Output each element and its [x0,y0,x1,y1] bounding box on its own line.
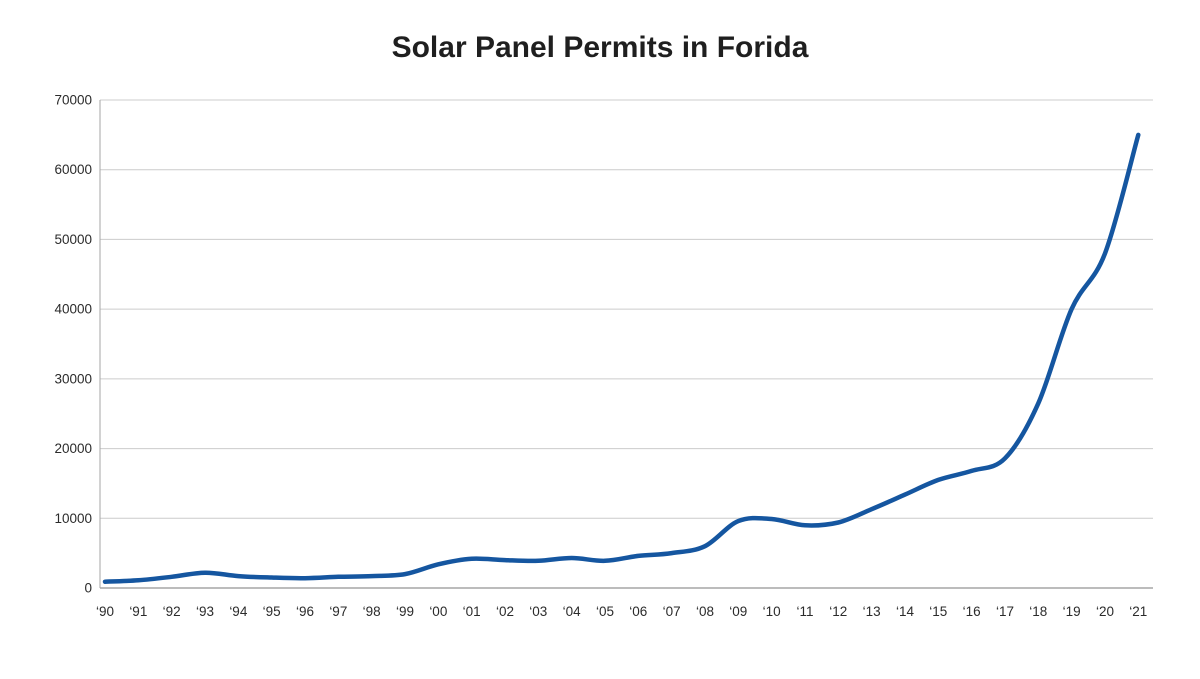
y-axis-tick-label: 30000 [54,371,92,386]
x-axis-tick-label: ‘10 [763,604,781,619]
x-axis-tick-label: ‘94 [229,604,248,619]
x-axis-tick-label: ‘14 [896,604,915,619]
x-axis-tick-label: ‘07 [663,604,681,619]
y-axis-tick-label: 50000 [54,232,92,247]
x-axis-tick-label: ‘08 [696,604,714,619]
x-axis-tick-label: ‘18 [1029,604,1047,619]
x-axis-tick-label: ‘90 [96,604,114,619]
x-axis-tick-label: ‘21 [1129,604,1147,619]
x-axis-tick-label: ‘01 [463,604,481,619]
y-axis-tick-label: 10000 [54,511,92,526]
y-axis-tick-label: 40000 [54,302,92,317]
x-axis-tick-label: ‘09 [729,604,747,619]
x-axis-tick-label: ‘11 [796,604,813,619]
x-axis-tick-label: ‘04 [563,604,582,619]
x-axis-tick-label: ‘05 [596,604,614,619]
data-line-permits [102,132,1141,584]
x-axis-tick-label: ‘17 [996,604,1014,619]
x-axis-tick-label: ‘16 [963,604,981,619]
x-axis-tick-label: ‘95 [263,604,281,619]
x-axis-tick-label: ‘96 [296,604,314,619]
x-axis-tick-label: ‘91 [129,604,147,619]
y-axis-tick-label: 0 [84,581,92,596]
x-axis-tick-label: ‘06 [629,604,647,619]
x-axis-tick-label: ‘03 [529,604,547,619]
y-axis-tick-label: 70000 [54,93,92,108]
x-axis-tick-label: ‘15 [929,604,947,619]
x-axis-tick-label: ‘19 [1063,604,1081,619]
chart-title: Solar Panel Permits in Forida [391,31,809,64]
x-axis-tick-label: ‘02 [496,604,514,619]
y-axis-tick-label: 60000 [54,162,92,177]
x-axis-tick-label: ‘98 [363,604,381,619]
x-axis-tick-label: ‘12 [829,604,847,619]
x-axis-tick-label: ‘99 [396,604,414,619]
y-axis-tick-label: 20000 [54,441,92,456]
x-axis-tick-label: ‘00 [429,604,447,619]
x-axis-tick-label: ‘97 [329,604,347,619]
x-axis-tick-label: ‘92 [163,604,181,619]
x-axis-tick-label: ‘93 [196,604,214,619]
x-axis-tick-label: ‘13 [863,604,881,619]
x-axis-tick-label: ‘20 [1096,604,1114,619]
